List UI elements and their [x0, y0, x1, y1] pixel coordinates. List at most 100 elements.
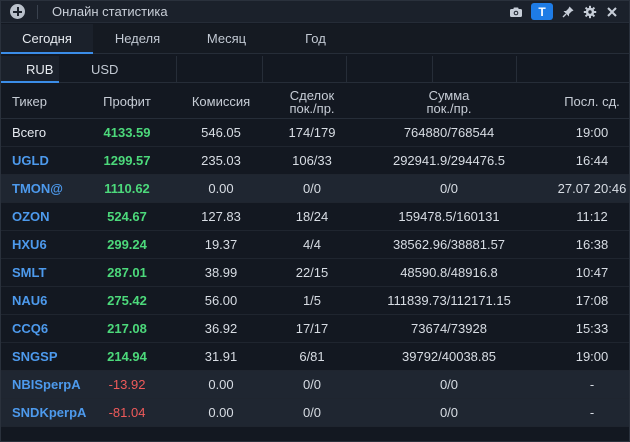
table-row[interactable]: HXU6 299.24 19.37 4/4 38562.96/38881.57 … — [1, 231, 629, 259]
deals-cell: 0/0 — [302, 405, 322, 420]
sum-cell: 0/0 — [439, 405, 459, 420]
ticker-cell: Всего — [12, 125, 47, 140]
table-row[interactable]: OZON 524.67 127.83 18/24 159478.5/160131… — [1, 203, 629, 231]
commission-cell: 36.92 — [204, 321, 238, 336]
settings-icon[interactable] — [583, 5, 597, 19]
profit-cell: -13.92 — [108, 377, 146, 392]
sum-cell: 38562.96/38881.57 — [392, 237, 506, 252]
sum-cell: 48590.8/48916.8 — [400, 265, 498, 280]
close-icon[interactable] — [605, 5, 619, 19]
commission-cell: 0.00 — [208, 405, 234, 420]
header-deals-line2: пок./пр. — [289, 100, 335, 116]
last-deal-cell: - — [589, 377, 595, 392]
commission-cell: 31.91 — [204, 349, 238, 364]
currency-divider — [433, 56, 517, 83]
table-row[interactable]: SNDKperpA -81.04 0.00 0/0 0/0 - — [1, 399, 629, 427]
sum-cell: 73674/73928 — [411, 321, 487, 336]
last-deal-cell: - — [589, 405, 595, 420]
currency-divider — [177, 56, 263, 83]
add-icon[interactable] — [10, 4, 25, 19]
camera-icon[interactable] — [509, 5, 523, 19]
last-deal-cell: 10:47 — [575, 265, 609, 280]
header-sum-line2: пок./пр. — [426, 100, 472, 116]
table-row[interactable]: UGLD 1299.57 235.03 106/33 292941.9/2944… — [1, 147, 629, 175]
table-row[interactable]: CCQ6 217.08 36.92 17/17 73674/73928 15:3… — [1, 315, 629, 343]
commission-cell: 38.99 — [204, 265, 238, 280]
last-deal-cell: 17:08 — [575, 293, 609, 308]
tab-today[interactable]: Сегодня — [1, 24, 93, 54]
profit-cell: 299.24 — [107, 237, 147, 252]
commission-cell: 0.00 — [208, 377, 234, 392]
sum-cell: 0/0 — [439, 181, 459, 196]
commission-cell: 19.37 — [204, 237, 238, 252]
header-profit[interactable]: Профит — [103, 94, 151, 109]
ticker-link[interactable]: NBISperpA — [12, 377, 81, 392]
statistics-table: Тикер Профит Комиссия Сделок пок./пр. Су… — [1, 85, 629, 427]
tab-year[interactable]: Год — [305, 31, 326, 46]
deals-cell: 6/81 — [299, 349, 325, 364]
table-row[interactable]: NAU6 275.42 56.00 1/5 111839.73/112171.1… — [1, 287, 629, 315]
last-deal-cell: 16:44 — [575, 153, 609, 168]
tab-week[interactable]: Неделя — [114, 31, 161, 46]
commission-cell: 0.00 — [208, 181, 234, 196]
deals-cell: 22/15 — [295, 265, 329, 280]
profit-cell: 1299.57 — [103, 153, 151, 168]
table-row-total[interactable]: Всего 4133.59 546.05 174/179 764880/7685… — [1, 119, 629, 147]
profit-cell: 287.01 — [107, 265, 147, 280]
deals-cell: 1/5 — [302, 293, 322, 308]
header-deals-line1: Сделок — [289, 87, 335, 103]
profit-cell: 275.42 — [107, 293, 147, 308]
t-badge-button[interactable]: T — [531, 3, 553, 20]
title-bar: Онлайн статистика T — [1, 1, 629, 23]
deals-cell: 18/24 — [295, 209, 329, 224]
deals-cell: 17/17 — [295, 321, 329, 336]
ticker-link[interactable]: UGLD — [12, 153, 49, 168]
profit-cell: 524.67 — [107, 209, 147, 224]
ticker-link[interactable]: SNGSP — [12, 349, 58, 364]
table-row[interactable]: SMLT 287.01 38.99 22/15 48590.8/48916.8 … — [1, 259, 629, 287]
last-deal-cell: 15:33 — [575, 321, 609, 336]
window-title: Онлайн статистика — [52, 4, 168, 19]
title-separator — [37, 4, 38, 19]
sum-cell: 764880/768544 — [403, 125, 495, 140]
ticker-link[interactable]: CCQ6 — [12, 321, 49, 336]
profit-cell: -81.04 — [108, 405, 146, 420]
deals-cell: 0/0 — [302, 377, 322, 392]
tab-month[interactable]: Месяц — [206, 31, 247, 46]
sum-cell: 292941.9/294476.5 — [392, 153, 506, 168]
last-deal-cell: 19:00 — [575, 125, 609, 140]
deals-cell: 174/179 — [288, 125, 336, 140]
deals-cell: 0/0 — [302, 181, 322, 196]
header-ticker[interactable]: Тикер — [12, 94, 47, 109]
sum-cell: 111839.73/112171.15 — [387, 293, 511, 308]
header-commission[interactable]: Комиссия — [191, 94, 251, 109]
currency-divider — [263, 56, 347, 83]
ticker-link[interactable]: SNDKperpA — [12, 405, 87, 420]
tab-currency-usd[interactable]: USD — [59, 56, 177, 83]
ticker-link[interactable]: HXU6 — [12, 237, 47, 252]
period-tabs: Сегодня Неделя Месяц Год — [1, 24, 629, 54]
ticker-link[interactable]: OZON — [12, 209, 50, 224]
deals-cell: 106/33 — [292, 153, 332, 168]
table-row[interactable]: SNGSP 214.94 31.91 6/81 39792/40038.85 1… — [1, 343, 629, 371]
tab-currency-rub[interactable]: RUB — [1, 56, 59, 83]
commission-cell: 546.05 — [201, 125, 241, 140]
last-deal-cell: 27.07 20:46 — [557, 181, 627, 196]
sum-cell: 159478.5/160131 — [398, 209, 500, 224]
deals-cell: 4/4 — [302, 237, 322, 252]
last-deal-cell: 19:00 — [575, 349, 609, 364]
header-last-deal[interactable]: Посл. сд. — [564, 94, 620, 109]
ticker-link[interactable]: SMLT — [12, 265, 47, 280]
ticker-link[interactable]: TMON@ — [12, 181, 63, 196]
profit-cell: 1110.62 — [104, 181, 150, 196]
table-row[interactable]: NBISperpA -13.92 0.00 0/0 0/0 - — [1, 371, 629, 399]
title-actions: T — [509, 3, 619, 20]
currency-divider — [347, 56, 433, 83]
pin-icon[interactable] — [561, 5, 575, 19]
profit-cell: 4133.59 — [103, 125, 151, 140]
commission-cell: 235.03 — [201, 153, 241, 168]
table-row[interactable]: TMON@ 1110.62 0.00 0/0 0/0 27.07 20:46 — [1, 175, 629, 203]
header-sum[interactable]: Сумма пок./пр. — [343, 89, 555, 115]
ticker-link[interactable]: NAU6 — [12, 293, 48, 308]
header-deals[interactable]: Сделок пок./пр. — [281, 89, 343, 115]
